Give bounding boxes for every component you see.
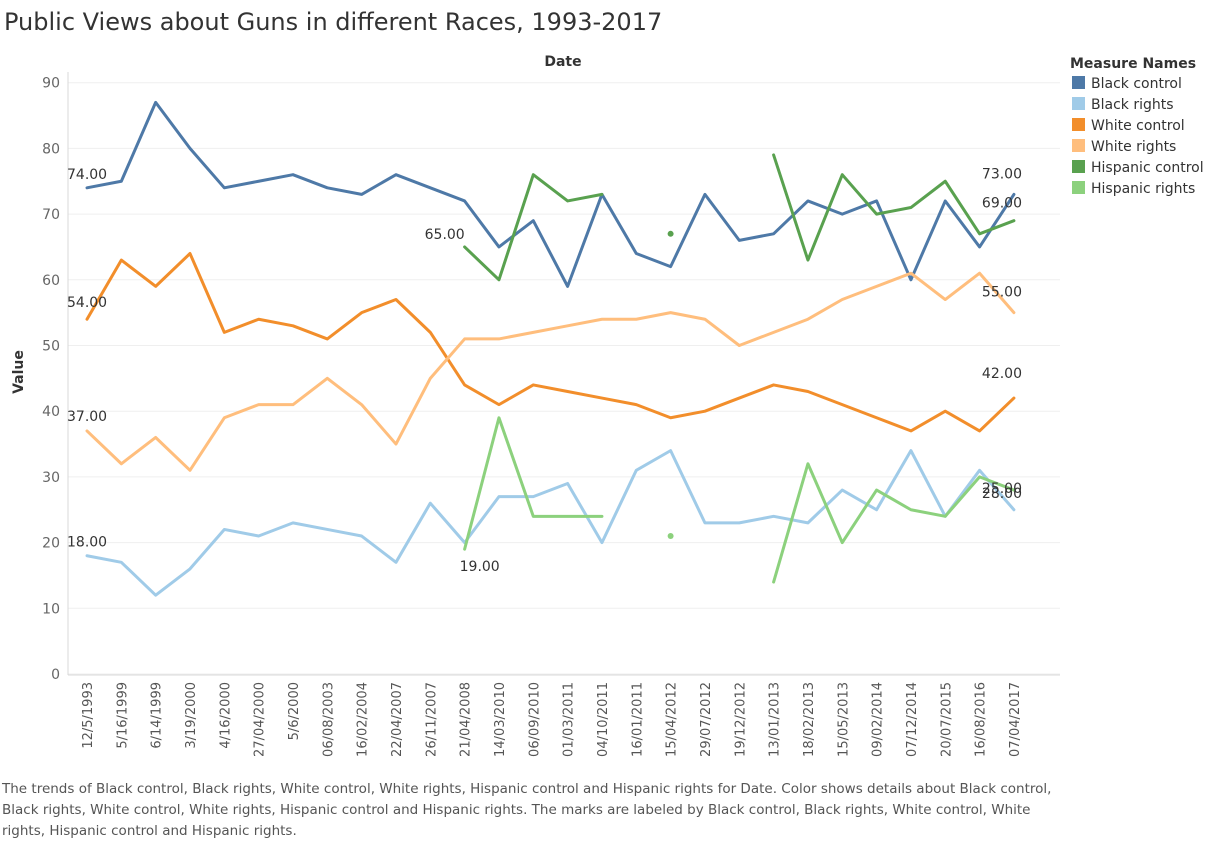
x-tick-label: 27/04/2000	[253, 682, 268, 757]
legend: Measure Names Black control Black rights Wh…	[1070, 56, 1204, 197]
white-control-line	[85, 252, 1016, 433]
y-tick-label: 40	[42, 404, 60, 420]
legend-item-white-rights[interactable]: White rights	[1072, 139, 1176, 155]
x-tick-label: 26/11/2007	[424, 682, 439, 757]
legend-item-hispanic-rights[interactable]: Hispanic rights	[1072, 181, 1195, 197]
y-axis-title: Value	[11, 350, 27, 394]
hispanic-control-point	[667, 230, 674, 237]
y-tick-label: 80	[42, 141, 60, 157]
legend-item-black-control[interactable]: Black control	[1072, 76, 1182, 92]
legend-swatch	[1072, 160, 1085, 173]
legend-label: Hispanic control	[1091, 160, 1204, 176]
legend-swatch	[1072, 139, 1085, 152]
legend-label: White control	[1091, 118, 1185, 134]
legend-item-white-control[interactable]: White control	[1072, 118, 1185, 134]
x-tick-label: 29/07/2012	[699, 682, 714, 757]
x-tick-label: 06/09/2010	[527, 682, 542, 757]
white-rights-data-label: 55.00	[982, 285, 1022, 301]
white-control-data-label: 42.00	[982, 366, 1022, 382]
chart-title: Public Views about Guns in different Rac…	[4, 8, 663, 36]
x-axis-title: Date	[544, 54, 581, 70]
x-tick-label: 6/14/1999	[150, 682, 165, 749]
hispanic-control-line	[772, 153, 1016, 262]
x-tick-label: 04/10/2011	[596, 682, 611, 757]
hispanic-rights-line	[463, 416, 604, 551]
x-tick-label: 15/04/2012	[665, 682, 680, 757]
legend-item-hispanic-control[interactable]: Hispanic control	[1072, 160, 1204, 176]
legend-label: Hispanic rights	[1091, 181, 1195, 197]
y-tick-label: 60	[42, 273, 60, 289]
white-rights-data-label: 37.00	[67, 409, 107, 425]
black-rights-line	[85, 449, 1016, 597]
hispanic-rights-line	[772, 462, 1016, 584]
white-control-data-label: 54.00	[67, 295, 107, 311]
legend-swatch	[1072, 76, 1085, 89]
legend-swatch	[1072, 181, 1085, 194]
axes: 0 10 20 30 40 50 60 70 80 90 12/5/1993 5/16/1999 6/1…	[11, 54, 1060, 757]
legend-item-black-rights[interactable]: Black rights	[1072, 97, 1174, 113]
y-tick-label: 20	[42, 536, 60, 552]
gridlines	[68, 82, 1060, 675]
hispanic-control-line	[463, 173, 604, 282]
x-tick-label: 21/04/2008	[459, 682, 474, 757]
x-tick-label: 07/12/2014	[905, 682, 920, 757]
x-tick-label: 15/05/2013	[836, 682, 851, 757]
hispanic-rights-data-label: 19.00	[460, 559, 500, 575]
x-tick-label: 06/08/2003	[321, 682, 336, 757]
legend-title: Measure Names	[1070, 56, 1196, 72]
black-control-line	[85, 100, 1016, 288]
black-control-data-label: 73.00	[982, 166, 1022, 182]
legend-swatch	[1072, 118, 1085, 131]
y-tick-label: 50	[42, 339, 60, 355]
data-labels: 74.00 73.00 18.00 25.00 54.00 42.00 37.00 55.00…	[67, 166, 1022, 575]
x-tick-label: 07/04/2017	[1008, 682, 1023, 757]
x-tick-label: 12/5/1993	[81, 682, 96, 749]
hispanic-rights-data-label: 28.00	[982, 486, 1022, 502]
x-tick-label: 3/19/2000	[184, 682, 199, 749]
hispanic-control-data-label: 69.00	[982, 196, 1022, 212]
y-tick-label: 0	[51, 667, 60, 683]
legend-label: White rights	[1091, 139, 1176, 155]
x-tick-label: 13/01/2013	[768, 682, 783, 757]
y-tick-label: 90	[42, 76, 60, 92]
x-tick-label: 5/16/1999	[115, 682, 130, 749]
chart-caption: The trends of Black control, Black right…	[2, 781, 1052, 839]
x-tick-label: 20/07/2015	[939, 682, 954, 757]
black-rights-data-label: 25.00	[982, 481, 1022, 497]
legend-label: Black control	[1091, 76, 1182, 92]
white-rights-line	[85, 271, 1016, 472]
legend-label: Black rights	[1091, 97, 1174, 113]
x-tick-label: 16/08/2016	[974, 682, 989, 757]
x-tick-label: 01/03/2011	[562, 682, 577, 757]
hispanic-control-data-label: 65.00	[425, 227, 465, 243]
y-tick-label: 30	[42, 470, 60, 486]
black-control-data-label: 74.00	[67, 167, 107, 183]
y-tick-label: 10	[42, 601, 60, 617]
x-tick-label: 4/16/2000	[218, 682, 233, 749]
x-tick-label: 22/04/2007	[390, 682, 405, 757]
x-tick-label: 14/03/2010	[493, 682, 508, 757]
x-tick-label: 5/6/2000	[287, 682, 302, 740]
series-lines	[85, 100, 1016, 597]
x-tick-label: 18/02/2013	[802, 682, 817, 757]
hispanic-rights-point	[667, 533, 674, 540]
y-tick-label: 70	[42, 207, 60, 223]
x-tick-label: 19/12/2012	[733, 682, 748, 757]
x-tick-label: 09/02/2014	[871, 682, 886, 757]
legend-swatch	[1072, 97, 1085, 110]
x-tick-label: 16/02/2004	[356, 682, 371, 757]
x-tick-label: 16/01/2011	[630, 682, 645, 757]
black-rights-data-label: 18.00	[67, 535, 107, 551]
